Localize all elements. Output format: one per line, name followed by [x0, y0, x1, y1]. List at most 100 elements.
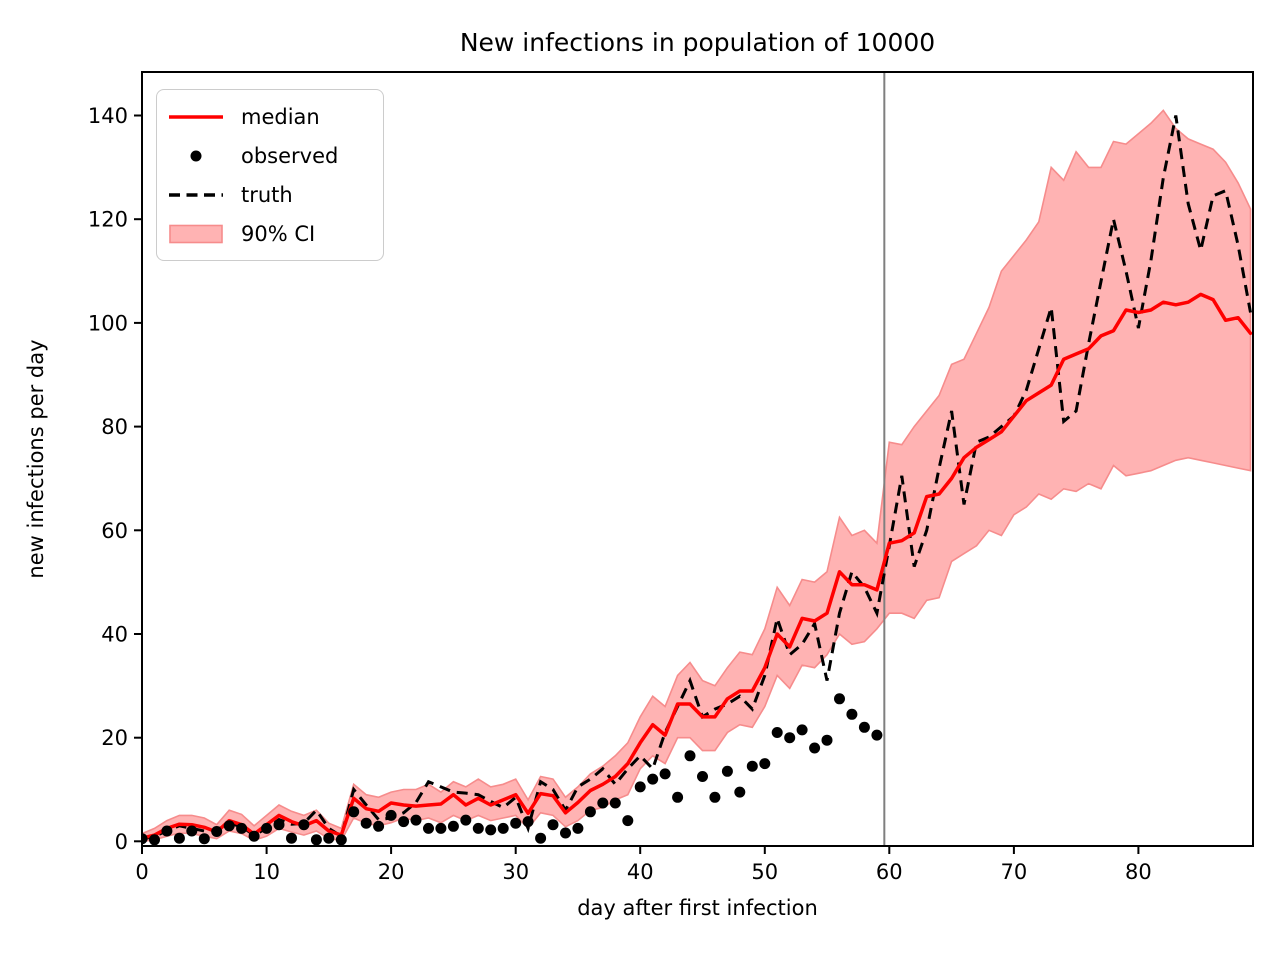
x-tick-label: 10: [253, 860, 280, 884]
observed-point: [858, 721, 870, 733]
observed-point: [784, 732, 796, 744]
plot-border: [141, 71, 1254, 847]
observed-point: [472, 822, 484, 834]
legend-label-median: median: [241, 104, 320, 129]
observed-point: [485, 824, 497, 836]
truth-dashed-line-icon: [165, 184, 227, 206]
ci-band-swatch-icon: [165, 223, 227, 245]
observed-point: [398, 816, 410, 828]
y-tick-label: 20: [101, 726, 128, 750]
observed-point: [609, 797, 621, 809]
x-tick-label: 50: [751, 860, 778, 884]
legend-item-median: median: [165, 97, 383, 136]
observed-point: [821, 734, 833, 746]
observed-point: [360, 817, 372, 829]
legend-observed-sample-dot: [190, 150, 202, 161]
x-tick-label: 30: [502, 860, 529, 884]
y-axis-label: new infections per day: [24, 339, 48, 579]
observed-point: [335, 834, 347, 846]
x-tick-label: 40: [627, 860, 654, 884]
observed-point: [647, 773, 659, 785]
observed-point: [622, 815, 634, 827]
observed-point: [834, 693, 845, 705]
observed-point: [771, 727, 783, 738]
y-tick-label: 120: [88, 208, 128, 232]
observed-point: [547, 819, 559, 831]
observed-point: [142, 833, 148, 845]
observed-point: [522, 816, 534, 828]
observed-point: [286, 832, 297, 844]
observed-point: [261, 822, 273, 834]
chart-title: New infections in population of 10000: [459, 28, 936, 57]
observed-point: [721, 765, 733, 777]
truth-line: [142, 115, 1252, 841]
observed-point: [435, 822, 447, 834]
observed-point: [423, 822, 434, 834]
observed-point: [273, 819, 285, 831]
observed-point: [634, 781, 646, 793]
legend: median observed truth 9: [156, 89, 384, 261]
x-tick-label: 70: [1001, 860, 1028, 884]
observed-dot-icon: [165, 145, 227, 167]
observed-point: [248, 830, 260, 842]
axis-ticks: 0 10 20 30 40 50 60 70 80 0 20 40 60 80 100 120 140: [88, 104, 1152, 884]
observed-point: [223, 820, 235, 832]
observed-points: [142, 693, 883, 846]
observed-point: [298, 819, 310, 831]
observed-point: [460, 814, 472, 826]
observed-point: [697, 771, 708, 782]
observed-point: [410, 814, 422, 826]
x-tick-label: 60: [876, 860, 903, 884]
legend-item-observed: observed: [165, 136, 383, 175]
observed-point: [236, 822, 248, 834]
x-tick-label: 0: [135, 860, 148, 884]
y-tick-label: 100: [88, 311, 128, 335]
observed-point: [709, 791, 721, 803]
x-tick-label: 80: [1125, 860, 1152, 884]
observed-point: [759, 758, 771, 770]
observed-point: [198, 833, 210, 845]
observed-point: [323, 832, 335, 844]
y-tick-label: 40: [101, 623, 128, 647]
observed-point: [535, 832, 547, 844]
y-tick-label: 0: [115, 830, 128, 854]
median-line-icon: [165, 106, 227, 128]
observed-point: [310, 834, 322, 846]
observed-point: [348, 806, 360, 818]
observed-point: [734, 786, 746, 798]
observed-point: [846, 708, 858, 720]
observed-point: [796, 724, 808, 736]
legend-label-truth: truth: [241, 182, 293, 207]
observed-point: [510, 817, 522, 829]
plot-area: [142, 72, 1253, 846]
legend-label-observed: observed: [241, 143, 339, 168]
observed-point: [497, 822, 509, 834]
observed-point: [597, 797, 609, 809]
y-tick-label: 80: [101, 415, 128, 439]
median-line: [142, 292, 1253, 840]
y-tick-label: 60: [101, 519, 128, 543]
legend-ci-sample-rect: [169, 224, 223, 243]
x-tick-label: 20: [378, 860, 405, 884]
observed-point: [161, 825, 173, 837]
legend-label-ci: 90% CI: [241, 221, 316, 246]
observed-point: [684, 750, 696, 762]
observed-point: [373, 820, 385, 832]
observed-point: [672, 791, 684, 803]
observed-point: [385, 809, 397, 821]
y-tick-label: 140: [88, 104, 128, 128]
ci-band: [142, 109, 1252, 843]
observed-point: [572, 822, 584, 834]
observed-point: [211, 826, 223, 837]
observed-point: [659, 768, 671, 780]
observed-point: [871, 729, 883, 741]
observed-point: [746, 760, 758, 772]
legend-item-truth: truth: [165, 175, 383, 214]
x-axis-label: day after first infection: [577, 896, 818, 920]
legend-item-ci: 90% CI: [165, 214, 383, 253]
observed-point: [186, 825, 198, 837]
observed-point: [173, 832, 185, 844]
observed-point: [560, 827, 571, 839]
